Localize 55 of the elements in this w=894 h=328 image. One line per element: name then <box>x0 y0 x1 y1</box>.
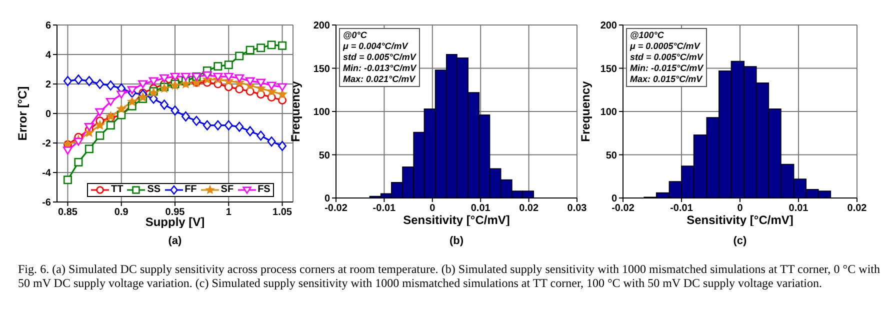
x-tick-label: 0.02 <box>519 203 539 214</box>
caption: Fig. 6. (a) Simulated DC supply sensitivity across process corners at room temperature. (b) Simulated supply sensitivity with 1000 mismatched simulations at TT corner, 0 °C with 50 mV DC supply voltage variation. (c) Simulated supply sensitivity with 1000 mismatched simulations at TT corner, 100 °C with 50 mV DC supply voltage variation. <box>18 262 880 290</box>
x-tick-label: -0.01 <box>372 203 396 214</box>
annotation: μ = 0.0005°C/mV <box>630 41 702 52</box>
legend-label: FF <box>184 184 197 196</box>
annotation: std = 0.005°C/mV <box>343 52 416 63</box>
annotation: @100°C <box>630 30 665 41</box>
text: (a) <box>167 235 183 247</box>
x-tick-label: -0.01 <box>670 203 694 214</box>
y-tick-label: 50 <box>606 150 618 162</box>
x-tick-label: 0.9 <box>114 207 129 218</box>
y-tick-label: 4 <box>45 50 52 62</box>
y-tick-label: 100 <box>313 107 330 118</box>
x-tick-label: 0 <box>430 203 436 214</box>
y-tick-label: 0 <box>324 194 330 205</box>
text: (b) <box>448 235 465 247</box>
y-tick-label: 200 <box>313 20 330 32</box>
x-tick-label: 1.05 <box>272 207 292 218</box>
legend-label: SS <box>147 184 161 196</box>
x-tick-label: 0.02 <box>847 203 868 214</box>
annotation: Max: 0.021°C/mV <box>343 74 416 85</box>
x-tick-label: 0.95 <box>165 207 186 218</box>
y-axis-title: Frequency <box>288 80 302 142</box>
y-tick-label: 100 <box>600 107 618 118</box>
annotation: std = 0.005°C/mV <box>630 52 704 63</box>
x-tick-label: 0.03 <box>567 203 588 214</box>
x-tick-label: 1 <box>226 207 232 218</box>
y-tick-label: 200 <box>600 20 618 32</box>
x-tick-label: 0.01 <box>470 203 491 214</box>
x-tick-label: -0.02 <box>612 203 635 214</box>
y-tick-label: 0 <box>45 109 52 120</box>
y-tick-label: 6 <box>45 20 52 32</box>
y-axis-title: Error [°C] <box>15 86 30 141</box>
y-tick-label: 150 <box>313 64 330 75</box>
legend-label: FS <box>258 184 270 196</box>
y-axis-title: Frequency <box>578 80 592 142</box>
x-tick-label: 0 <box>737 203 744 214</box>
text: (c) <box>732 235 748 247</box>
y-tick-label: 2 <box>45 80 52 91</box>
annotation: @0°C <box>343 30 368 41</box>
y-tick-label: -6 <box>42 198 52 209</box>
legend-label: SF <box>220 184 234 196</box>
x-tick-label: 0.01 <box>788 203 809 214</box>
annotation: Min: -0.015°C/mV <box>630 63 704 74</box>
legend-label: TT <box>111 184 124 196</box>
y-tick-label: -4 <box>42 168 52 180</box>
y-tick-label: -2 <box>42 138 52 150</box>
y-tick-label: 50 <box>318 150 330 162</box>
x-tick-label: 0.85 <box>58 207 78 218</box>
annotation: Min: -0.013°C/mV <box>343 63 416 74</box>
annotation: Max: 0.015°C/mV <box>630 74 704 85</box>
y-tick-label: 150 <box>600 64 618 75</box>
y-tick-label: 0 <box>611 194 618 205</box>
annotation: μ = 0.004°C/mV <box>343 41 410 52</box>
x-tick-label: -0.02 <box>324 203 348 214</box>
